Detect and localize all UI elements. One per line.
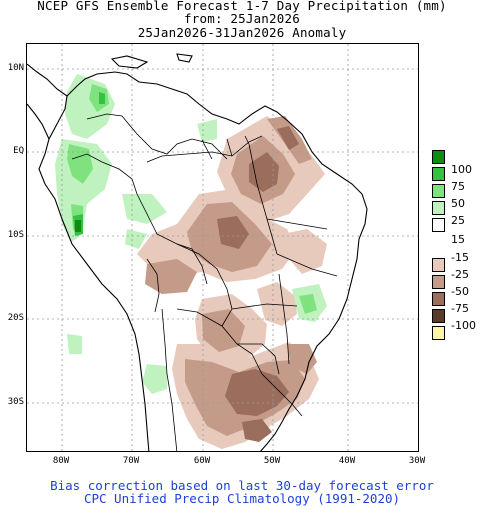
legend-swatch xyxy=(432,258,445,272)
lon-tick-label: 70W xyxy=(122,456,140,466)
footer-climatology-note: CPC Unified Precip Climatology (1991-202… xyxy=(83,491,401,506)
legend-label: 75 xyxy=(451,180,465,193)
map-subtitle-period: 25Jan2026-31Jan2026 Anomaly xyxy=(137,25,347,40)
lat-tick-label: 10N xyxy=(7,63,24,73)
legend-label: 50 xyxy=(451,197,465,210)
coastline xyxy=(27,53,368,451)
legend-swatch xyxy=(432,275,445,289)
legend-swatch xyxy=(432,309,445,323)
precip-anomaly-map xyxy=(26,43,419,452)
country-borders xyxy=(71,113,338,451)
anomaly-shading xyxy=(55,74,327,449)
footer-bias-note: Bias correction based on last 30-day for… xyxy=(50,478,434,493)
legend-swatch xyxy=(432,218,445,232)
lon-tick-label: 60W xyxy=(193,456,211,466)
lon-tick-label: 80W xyxy=(52,456,70,466)
legend-label: -75 xyxy=(451,302,469,315)
legend-label: -50 xyxy=(451,285,469,298)
legend-swatch xyxy=(432,326,445,340)
legend-label: -15 xyxy=(451,251,469,264)
legend-swatch xyxy=(432,201,445,215)
lat-tick-label: 10S xyxy=(7,230,24,240)
map-title: NCEP GFS Ensemble Forecast 1-7 Day Preci… xyxy=(37,0,447,13)
legend-swatch xyxy=(432,167,445,181)
lat-tick-label: EQ xyxy=(13,146,24,156)
lon-tick-label: 50W xyxy=(263,456,281,466)
legend-swatch xyxy=(432,292,445,306)
lon-tick-label: 30W xyxy=(408,456,426,466)
lon-tick-label: 40W xyxy=(338,456,356,466)
legend-swatch xyxy=(432,184,445,198)
map-subtitle-date: from: 25Jan2026 xyxy=(184,11,300,26)
legend-label: 15 xyxy=(451,233,465,246)
legend-label: -100 xyxy=(451,319,476,332)
lat-tick-label: 20S xyxy=(7,313,24,323)
legend-label: 100 xyxy=(451,163,472,176)
legend-label: -25 xyxy=(451,268,469,281)
legend-swatch xyxy=(432,150,445,164)
lat-tick-label: 30S xyxy=(7,397,24,407)
legend-label: 25 xyxy=(451,214,465,227)
color-legend: 100 75 50 25 15 -15 -25 -50 -75 -100 xyxy=(432,150,484,345)
